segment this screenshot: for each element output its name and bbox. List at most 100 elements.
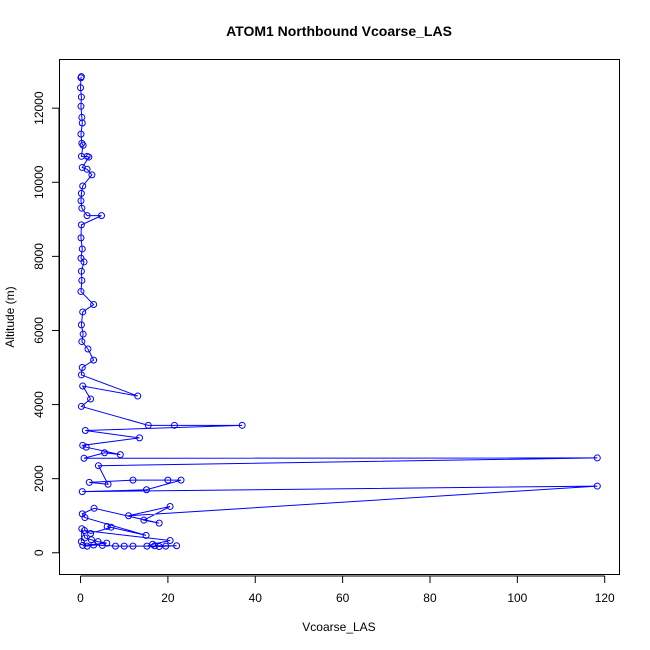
y-tick-label: 2000 [32,465,46,492]
data-point [77,321,85,329]
data-point [87,536,95,544]
data-point [79,330,87,338]
data-point [77,402,85,410]
data-point [103,522,111,530]
data-point [120,542,128,550]
y-tick-label: 0 [32,549,46,556]
data-point [94,462,102,470]
data-point [151,542,159,550]
data-point [90,301,98,309]
data-point [79,141,87,149]
data-point [155,542,163,550]
data-point [111,542,119,550]
data-point [77,189,85,197]
data-point [82,443,90,451]
data-point [144,421,152,429]
data-point [78,204,86,212]
data-point [85,478,93,486]
data-point [80,454,88,462]
y-axis-title: Altitude (m) [3,286,17,347]
data-point [78,245,86,253]
data-point [83,165,91,173]
data-point [166,502,174,510]
data-point [78,119,86,127]
data-point [164,476,172,484]
data-point [94,538,102,546]
x-tick-label: 20 [161,591,175,605]
data-point [79,441,87,449]
data-point [77,267,85,275]
data-point [77,197,85,205]
data-point [78,276,86,284]
data-point [170,421,178,429]
data-point [79,182,87,190]
data-point [78,163,86,171]
data-point [593,482,601,490]
data-point [83,542,91,550]
data-point [90,356,98,364]
data-point [101,449,109,457]
data-point [143,542,151,550]
data-point [77,538,85,546]
data-point [129,476,137,484]
data-point [136,434,143,442]
data-point [78,488,86,496]
chart-title: ATOM1 Northbound Vcoarse_LAS [226,23,452,39]
data-point [79,308,87,316]
data-point [83,212,91,220]
y-tick-label: 12000 [32,91,46,125]
data-point [103,539,111,547]
data-point [88,171,96,179]
x-tick-label: 80 [423,591,437,605]
x-tick-label: 60 [336,591,350,605]
data-point [166,537,174,545]
data-point [238,421,246,429]
data-point [81,427,89,434]
data-point [155,519,163,527]
data-point [78,525,86,533]
data-point [173,542,181,550]
data-point [78,139,86,147]
data-point [116,451,124,459]
data-point [90,504,98,512]
data-point [80,258,88,266]
data-point [104,480,112,488]
y-tick-label: 8000 [32,243,46,270]
data-point [125,512,133,520]
data-point [129,542,137,550]
data-point [78,338,86,346]
series-points-group [77,73,601,550]
data-point [79,382,87,390]
x-axis: 0 20 40 60 80 100 120 [77,575,615,605]
data-point [134,392,142,400]
data-point [142,486,150,494]
y-tick-label: 10000 [32,165,46,199]
data-point [79,541,87,549]
x-tick-label: 100 [507,591,527,605]
data-point [77,84,85,92]
data-point [78,364,86,372]
data-point [84,345,92,353]
x-tick-label: 0 [77,591,84,605]
data-point [98,212,105,220]
y-tick-label: 4000 [32,391,46,418]
data-point [77,93,85,101]
data-point [77,102,85,110]
data-point [98,541,106,549]
data-point [142,531,150,539]
data-point [177,476,185,484]
data-point [77,234,85,242]
data-point [77,371,85,379]
series-line-group [80,76,598,547]
data-point [77,221,85,229]
series-line [80,76,598,547]
data-point [81,514,89,522]
data-point [77,130,85,138]
data-point [107,523,115,531]
data-point [593,454,601,462]
y-tick-label: 6000 [32,317,46,344]
y-axis: 0 2000 4000 6000 8000 10000 12000 [32,91,60,556]
data-point [162,542,170,550]
